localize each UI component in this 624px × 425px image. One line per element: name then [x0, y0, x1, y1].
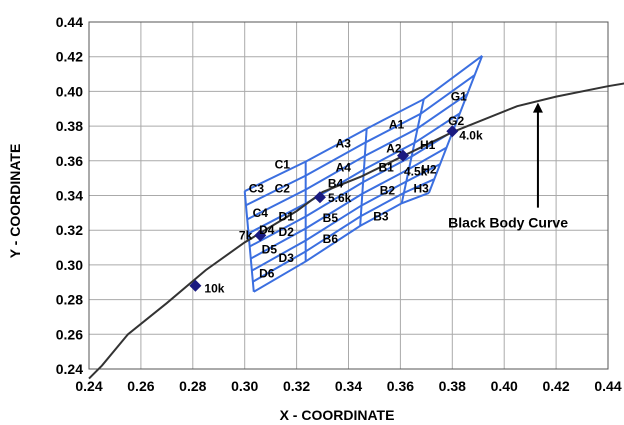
bin-label-b6: B6: [323, 232, 339, 246]
x-tick-label-6: 0.36: [387, 378, 414, 394]
y-tick-label-6: 0.36: [56, 153, 83, 169]
bin-column-line-4: [428, 55, 484, 194]
x-tick-label-0: 0.24: [75, 378, 102, 394]
bin-label-h1: H1: [420, 138, 436, 152]
bin-label-g2: G2: [448, 114, 464, 128]
black-body-curve: [88, 82, 624, 380]
bin-label-a4: A4: [336, 161, 352, 175]
bin-label-a3: A3: [336, 136, 352, 150]
y-axis-title: Y - COORDINATE: [7, 144, 23, 259]
bin-label-h2: H2: [421, 162, 437, 176]
cct-point-4: [446, 125, 459, 138]
y-tick-label-8: 0.40: [56, 83, 83, 99]
bin-label-d4: D4: [259, 223, 275, 237]
bin-label-a2: A2: [386, 142, 402, 156]
bin-label-g1: G1: [451, 90, 467, 104]
x-axis-title: X - COORDINATE: [280, 407, 395, 423]
x-tick-label-2: 0.28: [179, 378, 206, 394]
plot-frame: [88, 21, 609, 370]
y-tick-label-5: 0.34: [56, 188, 83, 204]
x-tick-label-8: 0.40: [491, 378, 518, 394]
tick-labels: 0.24 0.26 0.28 0.30 0.32 0.34 0.36 0.38 0.40 0.42…: [56, 14, 622, 394]
bin-label-b2: B2: [380, 183, 396, 197]
bin-label-c1: C1: [275, 157, 291, 171]
y-tick-label-9: 0.42: [56, 49, 83, 65]
cct-point-3: [396, 149, 409, 162]
bin-label-h3: H3: [413, 182, 429, 196]
bin-label-d3: D3: [279, 251, 295, 265]
y-tick-label-3: 0.30: [56, 257, 83, 273]
bin-label-d1: D1: [279, 209, 295, 223]
cct-point-0: [189, 279, 202, 292]
gridlines: [88, 21, 609, 370]
black-body-curve-group: [88, 82, 624, 380]
y-tick-label-1: 0.26: [56, 326, 83, 342]
x-tick-label-9: 0.42: [542, 378, 569, 394]
x-tick-label-4: 0.32: [283, 378, 310, 394]
bin-label-b3: B3: [373, 209, 389, 223]
bin-label-a1: A1: [389, 117, 405, 131]
bin-label-d5: D5: [262, 242, 278, 256]
bin-labels: G1 G2 A1 A3 A2 H1 C1 A4 B1 H2 C3 C2 B4 B2 H3 C4 D1 B5 B3 D4…: [249, 90, 467, 281]
y-tick-label-0: 0.24: [56, 361, 83, 377]
cct-point-label-3: 4.5k: [404, 165, 428, 179]
bin-label-c2: C2: [275, 182, 291, 196]
bin-label-b1: B1: [378, 161, 394, 175]
y-tick-label-10: 0.44: [56, 14, 83, 30]
cct-point-2: [313, 191, 326, 204]
bin-label-d6: D6: [259, 267, 275, 281]
cct-point-label-4: 4.0k: [459, 128, 483, 142]
x-tick-label-10: 0.44: [594, 378, 621, 394]
cct-point-label-2: 5.6k: [328, 191, 352, 205]
x-tick-label-7: 0.38: [439, 378, 466, 394]
x-tick-label-3: 0.30: [231, 378, 258, 394]
bin-label-c4: C4: [253, 206, 269, 220]
y-tick-label-7: 0.38: [56, 118, 83, 134]
cct-point-label-1: 7k: [239, 228, 253, 242]
bin-column-line-0: [243, 191, 255, 292]
x-tick-label-1: 0.26: [127, 378, 154, 394]
cct-point-label-0: 10k: [204, 282, 224, 296]
bin-label-b4: B4: [328, 176, 344, 190]
bin-column-line-2: [359, 128, 368, 226]
cct-point-1: [254, 229, 267, 242]
bin-label-c3: C3: [249, 182, 265, 196]
bin-label-b5: B5: [323, 211, 339, 225]
annotations: Black Body Curve: [448, 102, 568, 230]
bin-label-d2: D2: [279, 225, 295, 239]
cct-points: 10k 7k 5.6k 4.5k 4.0k: [189, 125, 483, 296]
annotation-text-0: Black Body Curve: [448, 214, 568, 230]
x-tick-label-5: 0.34: [335, 378, 362, 394]
y-tick-label-2: 0.28: [56, 292, 83, 308]
bin-grid: [243, 55, 484, 293]
annotation-arrow-head-0: [532, 102, 543, 113]
y-tick-label-4: 0.32: [56, 222, 83, 238]
